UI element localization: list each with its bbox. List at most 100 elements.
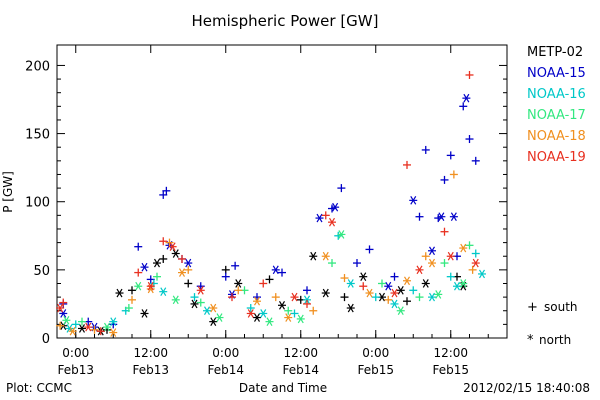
south-marker [440, 175, 449, 184]
south-marker [56, 321, 65, 330]
north-marker [390, 299, 399, 309]
south-marker [303, 286, 311, 295]
south-marker [90, 325, 99, 334]
y-axis: 0 50 100 150 200 [25, 59, 507, 347]
north-marker [459, 243, 468, 253]
south-marker [421, 252, 430, 261]
south-marker [340, 274, 349, 283]
south-marker-symbol: + [527, 300, 538, 315]
north-marker [84, 322, 93, 332]
north-marker [62, 315, 71, 325]
north-marker [321, 288, 330, 298]
north-marker [346, 303, 355, 313]
north-marker [337, 230, 346, 239]
south-marker [371, 293, 380, 302]
north-marker [462, 93, 471, 103]
north-marker [209, 317, 218, 326]
south-marker [196, 282, 205, 291]
south-marker [337, 184, 346, 193]
legend-entry-noaa-17: NOAA-17 [527, 108, 586, 123]
south-marker [446, 272, 455, 281]
south-marker [221, 272, 230, 281]
south-marker [265, 275, 274, 284]
north-marker [271, 265, 280, 275]
south-marker [271, 293, 280, 302]
north-marker [409, 196, 418, 205]
north-marker [109, 328, 118, 337]
north-marker [365, 288, 374, 298]
footer-timestamp: 2012/02/15 18:40:08 [463, 381, 590, 395]
x-tick-time-label: 0:00 [362, 346, 389, 360]
south-marker [59, 298, 68, 307]
y-tick-label: 0 [42, 332, 50, 347]
north-marker [403, 276, 411, 286]
south-marker [340, 293, 349, 302]
y-tick-label: 50 [33, 264, 50, 279]
south-marker [403, 160, 411, 169]
south-marker [465, 241, 474, 250]
south-marker-label: south [544, 300, 578, 314]
south-marker [421, 145, 430, 154]
south-marker [378, 279, 386, 288]
north-marker [171, 295, 180, 305]
south-marker [159, 237, 168, 246]
south-marker [328, 259, 336, 268]
north-marker [178, 268, 186, 277]
north-marker [359, 272, 368, 281]
south-marker [309, 306, 318, 315]
x-axis: 0:00 Feb13 12:00 Feb13 0:00 Feb14 12:00 Feb14 0:… [56, 45, 508, 377]
north-marker [396, 285, 405, 295]
south-marker [290, 309, 299, 318]
y-tick-label: 200 [25, 59, 50, 74]
south-marker [178, 254, 186, 263]
south-marker [440, 259, 449, 268]
north-marker [437, 212, 446, 222]
south-marker [303, 299, 311, 308]
north-marker [109, 317, 118, 326]
north-marker-label: north [539, 333, 571, 347]
south-marker [134, 268, 143, 277]
south-marker [128, 286, 136, 295]
north-marker [78, 324, 86, 333]
south-marker [96, 327, 105, 336]
north-marker [246, 309, 255, 318]
north-marker [68, 326, 77, 336]
south-marker [409, 286, 418, 295]
south-marker [234, 286, 243, 295]
north-marker [259, 309, 268, 318]
south-marker [284, 306, 293, 315]
north-marker [428, 246, 436, 256]
legend-entry-noaa-16: NOAA-16 [527, 87, 586, 102]
x-axis-label: Date and Time [239, 381, 327, 395]
north-marker [315, 213, 324, 223]
north-marker [453, 281, 461, 291]
south-marker [449, 170, 458, 179]
south-marker [159, 254, 168, 263]
north-marker [168, 242, 177, 252]
south-marker [184, 279, 193, 288]
south-marker [78, 317, 86, 326]
north-marker [471, 258, 480, 268]
north-marker [428, 292, 436, 302]
south-marker [153, 272, 161, 281]
north-marker [346, 279, 355, 288]
north-marker [428, 258, 436, 268]
x-tick-date-label: Feb14 [207, 363, 244, 377]
south-marker [415, 212, 424, 221]
legend-entry-noaa-15: NOAA-15 [527, 66, 586, 81]
marker-legend: + south * north [527, 300, 578, 348]
north-marker [296, 314, 305, 324]
north-marker [103, 322, 111, 332]
south-marker [465, 135, 474, 144]
north-marker [184, 258, 193, 268]
north-marker [253, 296, 261, 306]
north-marker [134, 281, 143, 291]
north-marker [115, 288, 124, 298]
legend-entry-noaa-19: NOAA-19 [527, 150, 586, 165]
x-tick-date-label: Feb15 [357, 363, 394, 377]
data-markers [56, 70, 486, 337]
north-marker-symbol: * [527, 333, 534, 348]
north-marker [203, 306, 211, 316]
north-marker [309, 251, 318, 261]
